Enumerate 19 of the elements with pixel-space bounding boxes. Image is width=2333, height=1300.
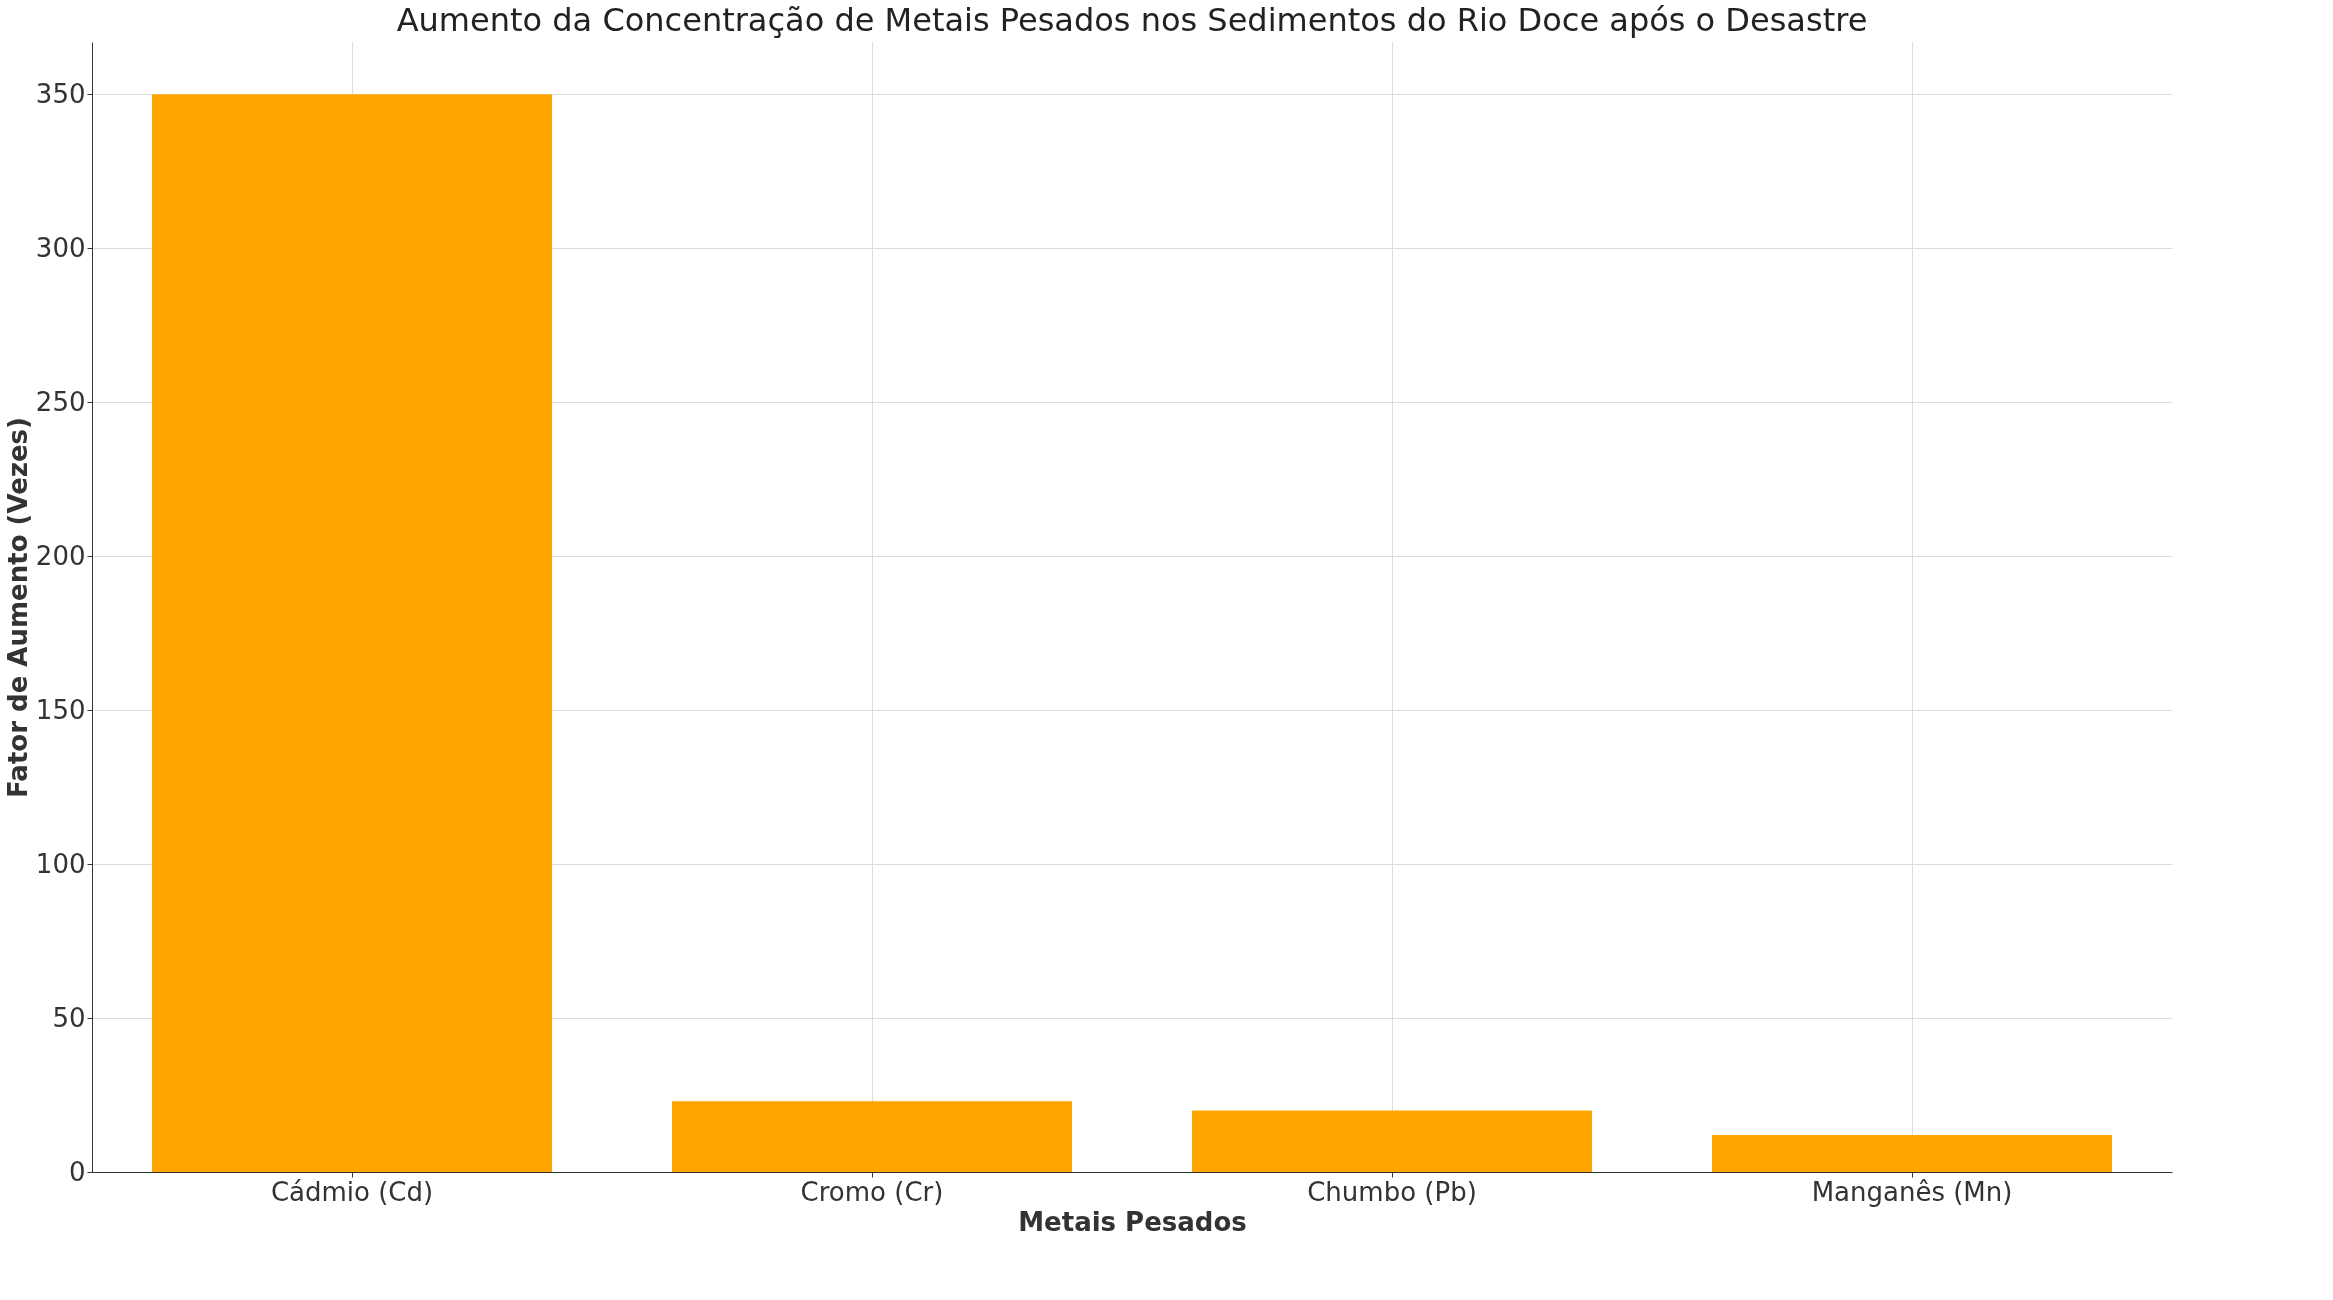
y-tick-label: 150: [35, 694, 86, 725]
x-tick-label: Cádmio (Cd): [270, 1176, 434, 1207]
y-axis-title: Fator de Aumento (Vezes): [2, 417, 33, 798]
bar: [1192, 1110, 1592, 1172]
x-tick-label: Chumbo (Pb): [1307, 1176, 1477, 1207]
chart-title: Aumento da Concentração de Metais Pesados nos Sedimentos do Rio Doce após o Desastre: [396, 1, 1868, 39]
bar: [152, 94, 552, 1172]
y-tick-label: 50: [52, 1002, 86, 1033]
y-tick-label: 350: [35, 78, 86, 109]
y-tick-label: 300: [35, 232, 86, 263]
x-tick-label: Manganês (Mn): [1811, 1176, 2013, 1207]
x-axis-title: Metais Pesados: [1018, 1206, 1247, 1237]
bar: [672, 1101, 1072, 1172]
y-tick-label: 100: [35, 848, 86, 879]
bar: [1712, 1135, 2112, 1172]
y-tick-label: 200: [35, 540, 86, 571]
y-tick-label: 250: [35, 386, 86, 417]
x-tick-label: Cromo (Cr): [800, 1176, 944, 1207]
y-tick-label: 0: [68, 1156, 86, 1187]
